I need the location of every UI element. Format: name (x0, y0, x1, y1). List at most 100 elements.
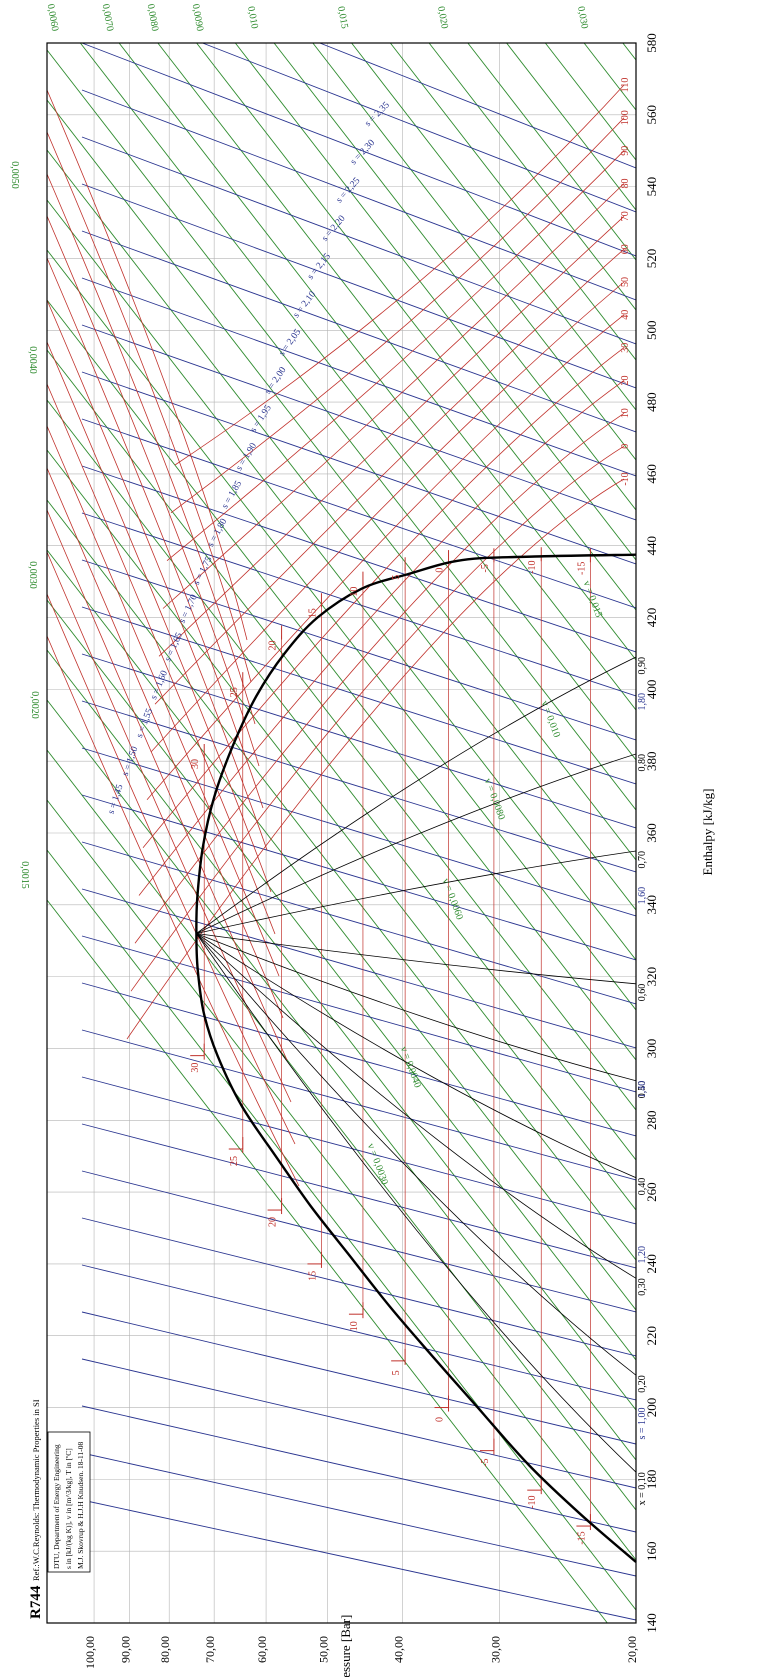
isochore-line (46, 599, 637, 1361)
x-tick-label: 360 (644, 823, 659, 843)
isochore-line (196, 42, 637, 611)
x-tick-label: 440 (644, 536, 659, 556)
isentrope-label: s = 1,00 (637, 1408, 648, 1440)
x-tick-label: 240 (644, 1254, 659, 1274)
isochore-edge-label: 0,0070 (100, 3, 116, 32)
isotherm-label-liquid: 30 (190, 1063, 201, 1073)
isentrope-inline-label: s = 2,35 (363, 100, 392, 129)
isentrope-line (81, 653, 637, 829)
isentrope-line (81, 747, 637, 917)
isotherm-label-superheat: 0 (620, 444, 631, 449)
x-tick-label: 380 (644, 751, 659, 771)
isentrope-line (81, 1123, 637, 1269)
isochore-edge-label: 0,0040 (27, 346, 38, 374)
isentrope-inline-label: s = 1,80 (206, 517, 229, 549)
y-tick-label: 40,00 (392, 1636, 406, 1663)
isentrope-line (81, 1076, 637, 1225)
isotherm-superheat-curve (174, 84, 625, 466)
axis-ticks: 1401601802002202402602803003203403603804… (83, 33, 659, 1669)
isochore-line (46, 849, 637, 1611)
quality-line (196, 933, 637, 1473)
info-box-frame (47, 1431, 91, 1573)
isotherm-label-vapor: 15 (308, 608, 319, 618)
isochore-line (46, 49, 637, 811)
isotherm-superheat-curve (130, 445, 625, 992)
isochore-line (46, 399, 637, 1161)
info-line-1: DTU, Department of Energy Engineering (52, 1444, 61, 1569)
isochore-line (118, 42, 637, 711)
x-tick-label: 580 (644, 33, 659, 53)
isentrope-line (81, 1452, 637, 1577)
isochore-line (46, 199, 637, 961)
quality-label: x = 0,10 (637, 1472, 648, 1505)
title-block: R744 Ref.:W.C.Reynolds: Thermodynamic Pr… (28, 1399, 44, 1619)
isentrope-line (81, 1029, 637, 1181)
isotherm-label-vapor: 25 (229, 687, 240, 697)
isentrope-label: 1,20 (637, 1246, 648, 1264)
isochore-line (46, 499, 637, 1261)
x-tick-label: 320 (644, 967, 659, 987)
x-tick-label: 560 (644, 105, 659, 125)
isotherm-supercritical-curve (46, 551, 292, 1103)
isentrope-inline-label: s = 1,55 (135, 707, 155, 739)
quality-line (196, 933, 637, 1082)
isentrope-line (81, 324, 637, 521)
isentrope-line (81, 935, 637, 1093)
quality-label: 0,20 (637, 1375, 648, 1393)
x-tick-label: 220 (644, 1326, 659, 1346)
isotherm-supercritical-curve (46, 383, 276, 935)
isentrope-line (81, 512, 637, 697)
isentrope-line (81, 794, 637, 961)
isentrope-label: 1,80 (637, 693, 648, 711)
isochore-lines (46, 42, 637, 1624)
isentrope-inline-label: s = 2,15 (306, 252, 333, 282)
isochore-line (46, 649, 637, 1411)
quality-label: 0,90 (637, 657, 648, 675)
isentrope-line (81, 1405, 637, 1533)
quality-line (196, 933, 637, 1179)
isentrope-lines (81, 42, 637, 1621)
isentrope-inline-label: s = 2,00 (263, 365, 289, 396)
isochore-edge-label: 0,0030 (27, 561, 38, 589)
x-tick-label: 340 (644, 895, 659, 915)
y-tick-label: 20,00 (625, 1636, 639, 1663)
isotherm-label-vapor: 0 (435, 568, 446, 573)
isotherm-superheat-curve (154, 248, 625, 705)
isotherm-label-liquid: -5 (480, 1458, 491, 1466)
isotherm-label-superheat: 80 (620, 179, 631, 189)
x-tick-label: 200 (644, 1398, 659, 1418)
isochore-edge-label: 0,0090 (190, 3, 206, 32)
isochore-edge-label: 0,0050 (9, 161, 20, 189)
x-axis-label: Enthalpy [kJ/kg] (700, 788, 715, 875)
isotherm-label-superheat: 60 (620, 244, 631, 254)
y-tick-label: 80,00 (158, 1636, 172, 1663)
isochore-line (46, 99, 637, 861)
isotherm-supercritical-curve (46, 467, 284, 1019)
y-tick-label: 50,00 (317, 1636, 331, 1663)
y-tick-label: 100,00 (83, 1636, 97, 1669)
isentrope-line (81, 42, 637, 257)
isentrope-line (81, 841, 637, 1005)
isentrope-inline-label: s = 1,85 (220, 479, 244, 511)
isotherm-supercritical-curve (46, 299, 268, 851)
isochore-inline-label: v = 0,0040 (398, 1045, 423, 1089)
isochore-edge-label: 0,0020 (29, 691, 40, 719)
isotherm-label-vapor: 30 (190, 759, 201, 769)
saturation-dome (195, 553, 637, 1563)
isentrope-inline-label: s = 2,30 (349, 138, 377, 167)
isotherm-label-vapor: -5 (480, 564, 491, 572)
isotherm-label-liquid: 25 (229, 1156, 240, 1166)
x-tick-label: 400 (644, 680, 659, 700)
isotherm-supercritical-curve (46, 257, 264, 809)
x-tick-label: 280 (644, 1111, 659, 1131)
isotherm-label-liquid: 15 (308, 1271, 319, 1281)
isentrope-line (81, 136, 637, 345)
plot-frame (46, 42, 637, 1624)
x-tick-label: 460 (644, 464, 659, 484)
isotherm-superheat-curve (158, 216, 625, 657)
quality-label: 0,80 (637, 754, 648, 772)
isotherm-label-vapor: -10 (527, 561, 538, 574)
isochore-line (46, 549, 637, 1311)
quality-line (196, 656, 637, 934)
isentrope-line (81, 418, 637, 609)
